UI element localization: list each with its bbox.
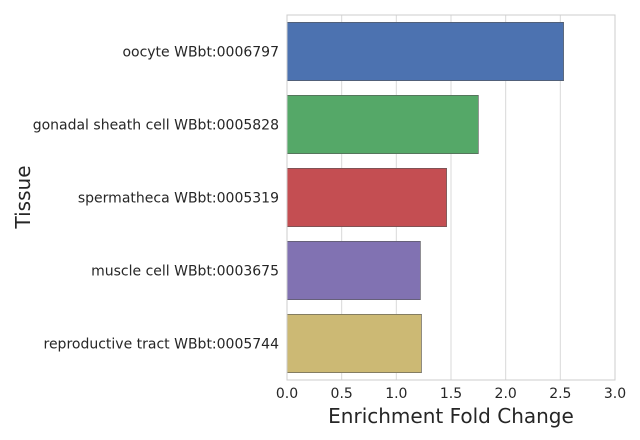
bars — [286, 21, 564, 373]
category-labels: oocyte WBbt:0006797 gonadal sheath cell W… — [33, 45, 279, 353]
bar-2 — [286, 95, 479, 155]
x-tick-label: 2.0 — [495, 386, 517, 402]
y-axis-label: Tissue — [11, 166, 35, 230]
x-tick-label: 0.0 — [276, 386, 298, 402]
category-label: reproductive tract WBbt:0005744 — [44, 337, 280, 353]
bar-4 — [286, 241, 421, 301]
category-label: oocyte WBbt:0006797 — [122, 45, 279, 61]
x-tick-labels: 0.0 0.5 1.0 1.5 2.0 2.5 3.0 — [276, 386, 626, 402]
bar-1 — [286, 21, 564, 82]
category-label: spermatheca WBbt:0005319 — [78, 191, 279, 207]
x-tick-label: 1.0 — [385, 386, 407, 402]
x-tick-label: 3.0 — [604, 386, 626, 402]
category-label: gonadal sheath cell WBbt:0005828 — [33, 118, 279, 134]
plot-frame — [286, 14, 616, 381]
bar-5 — [286, 313, 422, 373]
x-tick-label: 0.5 — [331, 386, 353, 402]
category-label: muscle cell WBbt:0003675 — [91, 264, 279, 280]
x-tick-label: 1.5 — [440, 386, 462, 402]
x-axis-label: Enrichment Fold Change — [328, 404, 574, 428]
x-tick-label: 2.5 — [549, 386, 571, 402]
bar-3 — [286, 168, 447, 228]
